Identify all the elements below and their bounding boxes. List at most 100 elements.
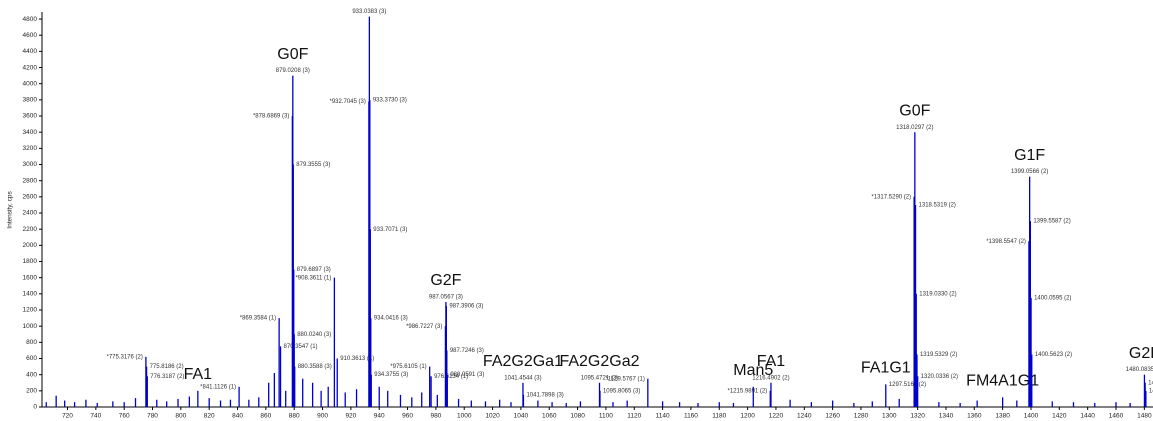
peak-label: *908.3611 (1): [295, 275, 331, 281]
y-tick-label: 4000: [23, 80, 38, 87]
y-tick-label: 4600: [23, 32, 38, 39]
x-tick-label: 1160: [684, 413, 698, 420]
x-tick-label: 780: [147, 413, 158, 420]
x-tick-label: 1420: [1052, 413, 1067, 420]
peak-label: 933.3730 (3): [373, 97, 407, 103]
glycan-label: G2F: [1129, 345, 1153, 362]
peak-label: 1319.5329 (2): [920, 352, 957, 358]
peak-label: 1400.0595 (2): [1034, 295, 1071, 301]
y-tick-label: 800: [26, 339, 37, 346]
peak-label: 775.8186 (2): [150, 364, 184, 370]
x-tick-label: 1480: [1137, 413, 1152, 420]
x-tick-label: 1340: [939, 413, 954, 420]
y-tick-label: 2400: [23, 210, 38, 217]
peak-label: 776.3187 (2): [150, 374, 184, 380]
y-tick-label: 400: [26, 371, 37, 378]
glycan-label: Man5: [733, 362, 773, 379]
peak-label: *932.7045 (3): [329, 99, 365, 105]
peak-label: 879.3555 (3): [296, 162, 330, 168]
y-tick-label: 200: [26, 388, 37, 395]
peak-label: 880.3588 (3): [298, 364, 332, 370]
peak-label: 987.7246 (3): [450, 348, 484, 354]
glycan-label: G2F: [430, 272, 461, 289]
peak-label: *775.3176 (2): [107, 354, 143, 360]
y-tick-label: 3200: [23, 145, 38, 152]
y-tick-label: 4200: [23, 64, 38, 71]
y-tick-label: 3800: [23, 97, 38, 104]
y-tick-label: 1000: [23, 323, 38, 330]
x-tick-label: 1360: [967, 413, 982, 420]
y-tick-label: 3000: [23, 161, 38, 168]
peak-label: 933.7071 (3): [373, 227, 407, 233]
peak-label: *1317.5290 (2): [871, 194, 911, 200]
peak-label: 1400.5623 (2): [1035, 352, 1072, 358]
peak-label: 1297.5161 (2): [889, 382, 926, 388]
x-tick-label: 1200: [740, 413, 755, 420]
x-tick-label: 1320: [910, 413, 925, 420]
x-tick-label: 1180: [712, 413, 726, 420]
peak-label: 880.0240 (3): [297, 332, 331, 338]
x-tick-label: 1300: [882, 413, 897, 420]
x-tick-label: 1040: [514, 413, 529, 420]
y-tick-label: 1800: [23, 258, 38, 265]
y-tick-label: 2600: [23, 194, 38, 201]
peak-label: 1095.4721 (3): [581, 375, 618, 381]
peak-label: 1318.5319 (2): [919, 203, 956, 209]
x-tick-label: 1380: [995, 413, 1010, 420]
peak-label: 987.0567 (3): [429, 295, 463, 301]
glycan-label: FA1: [184, 366, 213, 383]
peak-label: 1480.0835 (2): [1126, 367, 1153, 373]
y-tick-label: 2800: [23, 177, 38, 184]
glycan-label: G0F: [899, 102, 930, 119]
peak-label: 879.6897 (3): [297, 267, 331, 273]
peak-label: 1216.4902 (2): [752, 375, 789, 381]
x-tick-label: 840: [232, 413, 243, 420]
peak-label: 988.0591 (3): [450, 372, 484, 378]
x-tick-label: 820: [204, 413, 215, 420]
x-tick-label: 1440: [1080, 413, 1095, 420]
x-tick-label: 1400: [1024, 413, 1039, 420]
glycan-label: FA2G2Ga1: [483, 353, 563, 370]
glycan-label: G1F: [354, 0, 385, 4]
x-tick-label: 980: [430, 413, 441, 420]
x-tick-label: 740: [90, 413, 101, 420]
peak-label: 1319.0330 (2): [919, 291, 956, 297]
glycan-label: G1F: [1014, 147, 1045, 164]
x-tick-label: 860: [260, 413, 271, 420]
x-tick-label: 900: [317, 413, 328, 420]
glycan-label: FA1G1: [861, 360, 911, 377]
y-tick-label: 1200: [23, 307, 38, 314]
x-tick-label: 1060: [542, 413, 557, 420]
peak-label: 879.0208 (3): [276, 68, 310, 74]
y-tick-label: 1400: [23, 291, 38, 298]
peak-label: *869.3584 (1): [240, 316, 276, 322]
x-tick-label: 1280: [854, 413, 869, 420]
x-tick-label: 940: [374, 413, 385, 420]
peak-label: *1129.5767 (1): [606, 376, 645, 382]
peak-label: 933.0383 (3): [352, 9, 386, 15]
y-tick-label: 2000: [23, 242, 38, 249]
y-tick-label: 4400: [23, 48, 38, 55]
y-tick-label: 2200: [23, 226, 38, 233]
y-tick-label: 0: [33, 404, 37, 411]
peak-label: 934.0416 (3): [374, 316, 408, 322]
peak-label: *841.1126 (1): [200, 384, 236, 390]
y-tick-label: 600: [26, 355, 37, 362]
x-tick-label: 1020: [485, 413, 500, 420]
y-tick-label: 3600: [23, 113, 38, 120]
x-tick-label: 1000: [457, 413, 472, 420]
peak-label: 1320.0336 (2): [921, 374, 958, 380]
x-tick-label: 1460: [1109, 413, 1124, 420]
x-tick-label: 1140: [656, 413, 670, 420]
glycan-label: FA1: [757, 353, 786, 370]
x-tick-label: 1260: [825, 413, 840, 420]
y-tick-label: 1600: [23, 274, 38, 281]
peak-label: *986.7227 (3): [406, 324, 442, 330]
peak-label: 1480.5855 (2): [1148, 380, 1153, 386]
peak-label: 1095.8065 (3): [603, 388, 640, 394]
peak-label: *878.6869 (3): [253, 114, 289, 120]
peak-label: 1041.4544 (3): [504, 375, 541, 381]
y-axis-title: Intensity, cps: [7, 191, 14, 229]
glycan-label: FM4A1G1: [966, 373, 1039, 390]
